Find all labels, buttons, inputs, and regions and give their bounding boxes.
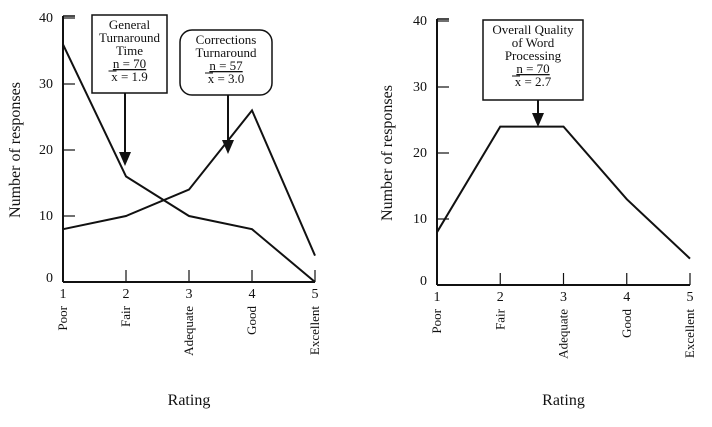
y-tick-label: 10 xyxy=(413,212,427,227)
annotation-title-line: Turnaround xyxy=(99,30,160,45)
chart-1: 0 10 20 30 40 1 Poor 2 Fair 3 Adequate 4 Good 5 Excell… xyxy=(7,11,322,409)
y-tick-label: 40 xyxy=(39,11,53,26)
series-line-1 xyxy=(436,125,691,260)
x-tick-label: 1 xyxy=(60,287,67,302)
annotation-title-line: Time xyxy=(116,43,143,58)
annotation-title-line: Corrections xyxy=(196,32,257,47)
y-axis-label: Number of responses xyxy=(379,85,396,221)
category-label: Good xyxy=(619,309,634,338)
category-label: Adequate xyxy=(181,306,196,356)
y-tick-label: 40 xyxy=(413,14,427,29)
y-tick-label: 30 xyxy=(413,80,427,95)
annotation-mean: x = 2.7 xyxy=(515,74,552,89)
annotation-title-line: General xyxy=(109,17,151,32)
y-tick-label: 0 xyxy=(46,271,53,286)
series-line-2 xyxy=(62,108,316,256)
annotation-title-line: Processing xyxy=(505,48,562,63)
annotation-title-line: of Word xyxy=(512,35,555,50)
annotation-title-line: Overall Quality xyxy=(492,22,574,37)
annotation-frame xyxy=(179,29,273,96)
annotation-n: n = 57 xyxy=(209,58,243,73)
category-label: Fair xyxy=(492,308,507,330)
category-label: Excellent xyxy=(682,309,697,358)
x-tick-label: 5 xyxy=(687,290,694,305)
y-tick-label: 0 xyxy=(420,274,427,289)
x-tick-label: 2 xyxy=(123,287,130,302)
x-tick-label: 2 xyxy=(497,290,504,305)
x-tick-label: 5 xyxy=(312,287,319,302)
annotation-frame xyxy=(91,14,168,94)
annotation-mean: x = 1.9 xyxy=(111,69,148,84)
x-tick-label: 4 xyxy=(249,287,256,302)
x-axis-label: Rating xyxy=(542,392,585,409)
arrow-head-icon xyxy=(222,140,234,154)
chart-2: 0 10 20 30 40 1 Poor 2 Fair 3 Adequate 4 Good 5 Excell… xyxy=(379,14,697,409)
x-tick-label: 3 xyxy=(560,290,567,305)
annotation-title-line: Turnaround xyxy=(196,45,257,60)
y-tick-label: 30 xyxy=(39,77,53,92)
y-tick-label: 20 xyxy=(413,146,427,161)
annotation-n: n = 70 xyxy=(516,61,549,76)
annotation-frame xyxy=(482,19,584,101)
x-axis-label: Rating xyxy=(168,392,211,409)
x-tick-label: 3 xyxy=(186,287,193,302)
category-label: Excellent xyxy=(307,306,322,355)
annotation-n: n = 70 xyxy=(113,56,146,71)
annotation-mean: x = 3.0 xyxy=(208,71,245,86)
x-tick-label: 4 xyxy=(623,290,630,305)
y-axis-label: Number of responses xyxy=(7,82,24,218)
y-tick-label: 20 xyxy=(39,143,53,158)
arrow-head-icon xyxy=(119,152,131,166)
category-label: Poor xyxy=(429,308,444,333)
category-label: Adequate xyxy=(556,309,571,359)
category-label: Good xyxy=(244,306,259,335)
y-tick-label: 10 xyxy=(39,209,53,224)
x-tick-label: 1 xyxy=(434,290,441,305)
arrow-head-icon xyxy=(532,113,544,127)
category-label: Fair xyxy=(118,305,133,327)
category-label: Poor xyxy=(55,305,70,330)
